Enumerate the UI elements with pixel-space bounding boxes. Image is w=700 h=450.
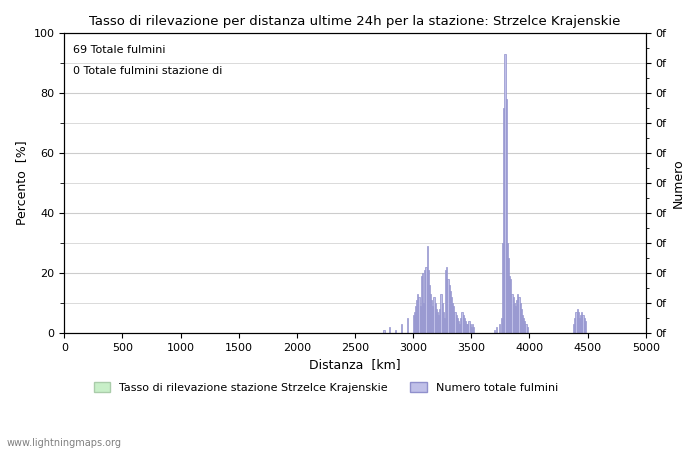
Bar: [451, 297, 452, 333]
Bar: [502, 243, 503, 333]
Bar: [443, 312, 444, 333]
Bar: [512, 297, 514, 333]
Bar: [501, 318, 502, 333]
Bar: [516, 300, 517, 333]
Bar: [468, 321, 470, 333]
Bar: [450, 291, 451, 333]
Bar: [496, 327, 498, 333]
Bar: [580, 315, 581, 333]
Bar: [429, 285, 430, 333]
Bar: [522, 315, 523, 333]
Bar: [435, 303, 436, 333]
Y-axis label: Percento  [%]: Percento [%]: [15, 141, 28, 225]
Bar: [524, 321, 526, 333]
Bar: [415, 306, 416, 333]
Bar: [395, 330, 396, 333]
Bar: [467, 324, 468, 333]
Legend: Tasso di rilevazione stazione Strzelce Krajenskie, Numero totale fulmini: Tasso di rilevazione stazione Strzelce K…: [94, 382, 558, 393]
Bar: [419, 306, 421, 333]
Bar: [578, 312, 579, 333]
Bar: [508, 258, 509, 333]
Bar: [507, 243, 508, 333]
Bar: [503, 108, 505, 333]
Bar: [573, 324, 574, 333]
Bar: [505, 99, 507, 333]
Bar: [417, 294, 419, 333]
Bar: [498, 324, 500, 333]
Bar: [465, 321, 466, 333]
Bar: [430, 294, 431, 333]
Bar: [515, 306, 516, 333]
X-axis label: Distanza  [km]: Distanza [km]: [309, 358, 401, 371]
Bar: [447, 279, 449, 333]
Bar: [575, 312, 577, 333]
Bar: [463, 318, 465, 333]
Bar: [423, 303, 424, 333]
Bar: [454, 312, 456, 333]
Bar: [437, 312, 438, 333]
Bar: [517, 294, 519, 333]
Bar: [581, 312, 582, 333]
Text: 69 Totale fulmini: 69 Totale fulmini: [73, 45, 165, 55]
Bar: [509, 276, 510, 333]
Bar: [412, 315, 414, 333]
Bar: [526, 327, 528, 333]
Bar: [384, 330, 385, 333]
Bar: [472, 324, 473, 333]
Bar: [407, 318, 408, 333]
Bar: [438, 315, 440, 333]
Title: Tasso di rilevazione per distanza ultime 24h per la stazione: Strzelce Krajenski: Tasso di rilevazione per distanza ultime…: [90, 15, 621, 28]
Bar: [440, 294, 442, 333]
Bar: [431, 300, 433, 333]
Bar: [577, 309, 578, 333]
Bar: [456, 315, 457, 333]
Bar: [414, 312, 415, 333]
Bar: [416, 300, 417, 333]
Bar: [584, 321, 586, 333]
Bar: [442, 303, 443, 333]
Bar: [579, 318, 580, 333]
Bar: [582, 315, 584, 333]
Bar: [458, 321, 459, 333]
Bar: [444, 318, 445, 333]
Bar: [510, 279, 512, 333]
Bar: [401, 324, 402, 333]
Bar: [433, 297, 435, 333]
Bar: [519, 303, 521, 333]
Bar: [514, 303, 515, 333]
Bar: [461, 312, 463, 333]
Y-axis label: Numero: Numero: [672, 158, 685, 208]
Bar: [428, 270, 429, 333]
Bar: [424, 270, 426, 333]
Bar: [466, 324, 467, 333]
Bar: [494, 330, 495, 333]
Bar: [426, 246, 428, 333]
Bar: [445, 270, 447, 333]
Text: www.lightningmaps.org: www.lightningmaps.org: [7, 438, 122, 448]
Bar: [473, 327, 474, 333]
Bar: [470, 327, 472, 333]
Bar: [574, 318, 575, 333]
Bar: [459, 324, 460, 333]
Bar: [436, 309, 437, 333]
Bar: [421, 276, 422, 333]
Bar: [460, 318, 461, 333]
Bar: [389, 327, 391, 333]
Bar: [422, 273, 423, 333]
Bar: [523, 318, 524, 333]
Text: 0 Totale fulmini stazione di: 0 Totale fulmini stazione di: [73, 66, 223, 76]
Bar: [449, 285, 450, 333]
Bar: [457, 318, 458, 333]
Bar: [521, 309, 522, 333]
Bar: [452, 303, 454, 333]
